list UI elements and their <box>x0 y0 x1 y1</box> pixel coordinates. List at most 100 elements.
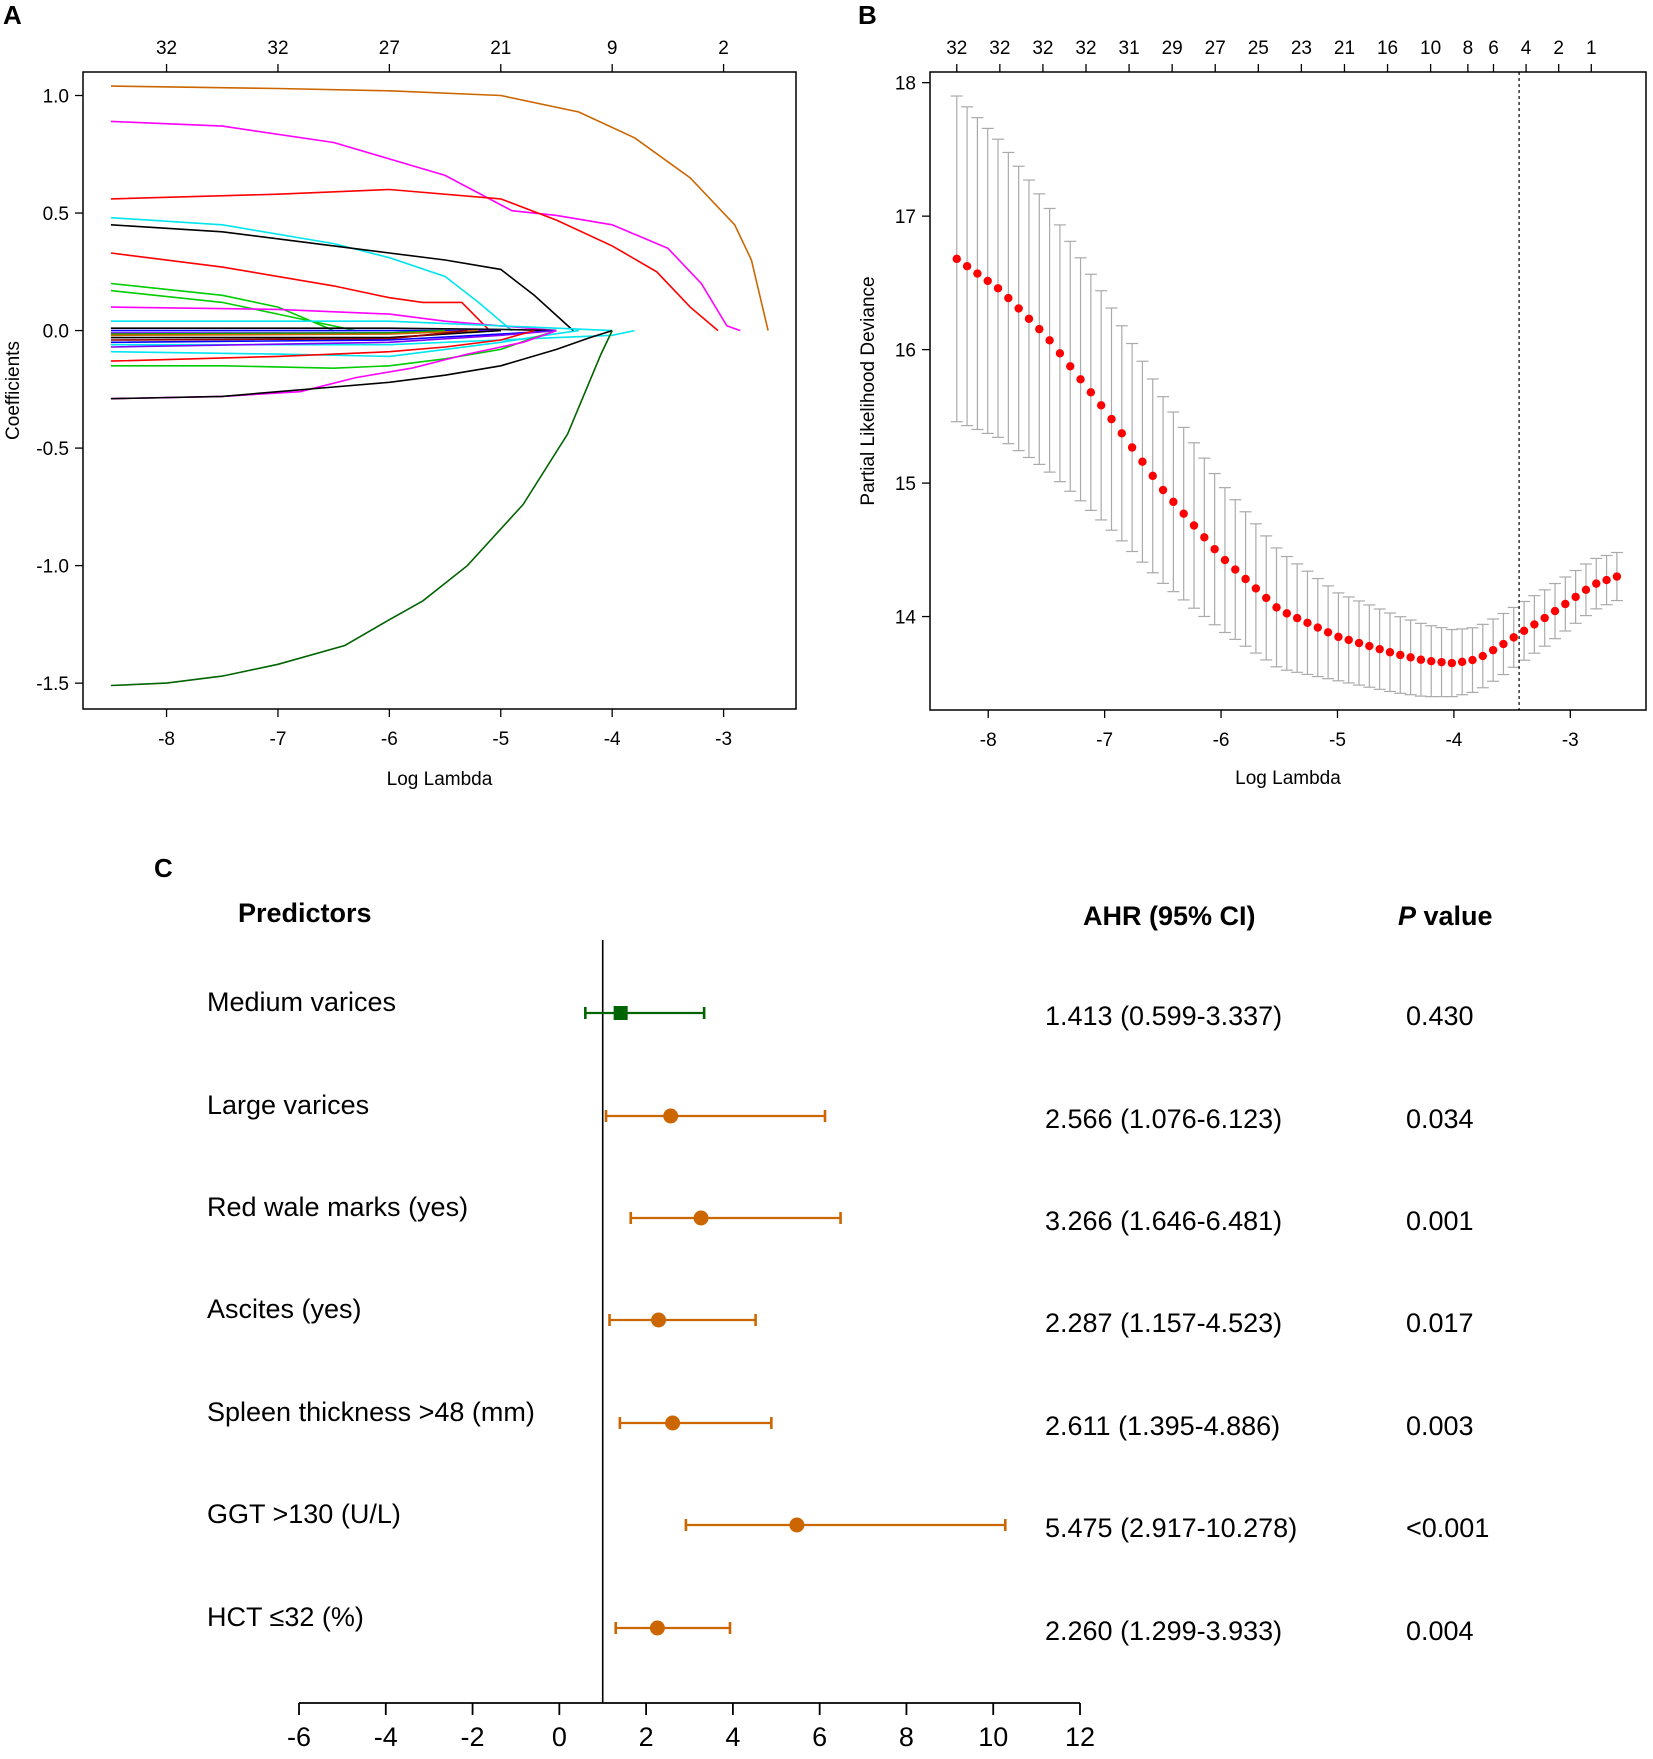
coef-path-magenta <box>110 120 741 332</box>
deviance-point <box>1210 544 1219 554</box>
predictors-header: Predictors <box>238 898 372 928</box>
top-tick-label: 32 <box>1032 38 1053 59</box>
plot-frame <box>929 71 1647 711</box>
coef-path-black2 <box>110 327 557 332</box>
deviance-point <box>1416 655 1426 664</box>
top-tick-label: 1 <box>1586 38 1597 59</box>
panel-b-letter: B <box>858 0 877 30</box>
deviance-point <box>1540 613 1549 623</box>
p-value: 0.004 <box>1406 1616 1474 1646</box>
deviance-point <box>1148 471 1157 481</box>
deviance-point <box>1045 336 1054 345</box>
deviance-point <box>1169 497 1178 507</box>
top-tick-label: 29 <box>1162 38 1183 59</box>
predictor-label: HCT ≤32 (%) <box>207 1602 364 1632</box>
deviance-point <box>1385 648 1395 657</box>
ahr-ci-value: 2.260 (1.299-3.933) <box>1045 1616 1282 1646</box>
y-axis-title: Partial Likelihood Deviance <box>858 276 879 505</box>
deviance-point <box>1282 609 1292 618</box>
ahr-marker-circle <box>649 1620 665 1636</box>
top-tick-label: 27 <box>379 38 400 59</box>
coef-path-red1 <box>110 188 719 332</box>
top-tick-label: 25 <box>1248 38 1269 59</box>
deviance-point <box>1488 645 1498 655</box>
top-tick-label: 27 <box>1205 38 1226 59</box>
top-tick-label: 6 <box>1488 38 1499 59</box>
ahr-marker-circle <box>663 1108 679 1124</box>
top-tick-label: 9 <box>607 38 618 59</box>
deviance-point <box>1602 575 1611 585</box>
deviance-point <box>1468 655 1477 665</box>
predictor-label: Spleen thickness >48 (mm) <box>207 1397 535 1427</box>
panel-c-forest-plot: Predictors AHR (95% CI) P value Medium vari… <box>207 898 1493 1752</box>
deviance-point <box>1313 623 1322 632</box>
x-tick-label: -8 <box>980 730 997 751</box>
ahr-ci-value: 2.611 (1.395-4.886) <box>1045 1411 1280 1441</box>
deviance-point <box>1406 653 1415 662</box>
ahr-marker-circle <box>665 1415 681 1431</box>
deviance-point <box>1138 457 1147 466</box>
x-tick-label: -3 <box>1562 730 1579 751</box>
predictor-label: Medium varices <box>207 987 396 1017</box>
ahr-ci-value: 3.266 (1.646-6.481) <box>1045 1206 1282 1236</box>
p-value: 0.017 <box>1406 1308 1474 1338</box>
ahr-marker-circle <box>789 1517 805 1533</box>
deviance-point <box>1158 485 1168 495</box>
ahr-marker-circle <box>651 1312 667 1328</box>
top-tick-label: 32 <box>156 38 177 59</box>
deviance-point <box>973 269 982 278</box>
ahr-ci-value: 2.287 (1.157-4.523) <box>1045 1308 1282 1338</box>
coef-path-red3 <box>110 329 535 362</box>
deviance-point <box>1014 304 1023 313</box>
coef-path-darkred1 <box>110 329 468 341</box>
p-value: 0.430 <box>1406 1001 1474 1031</box>
deviance-point <box>1365 641 1374 651</box>
ahr-ci-value: 2.566 (1.076-6.123) <box>1045 1104 1282 1134</box>
x-tick-label: -6 <box>381 729 398 750</box>
top-tick-label: 21 <box>1334 38 1355 59</box>
coef-path-cyan1 <box>110 216 513 332</box>
x-axis-title: Log Lambda <box>1235 768 1341 789</box>
deviance-point <box>1592 579 1601 588</box>
ahr-marker-square <box>613 1006 628 1020</box>
deviance-point <box>1200 533 1209 542</box>
x-tick-label: 4 <box>725 1722 740 1752</box>
deviance-point <box>1571 592 1580 602</box>
deviance-point <box>1024 314 1034 323</box>
top-tick-label: 4 <box>1521 38 1532 59</box>
deviance-point <box>1323 628 1333 637</box>
ahr-ci-value: 5.475 (2.917-10.278) <box>1045 1513 1297 1543</box>
top-tick-label: 32 <box>989 38 1010 59</box>
y-tick-label: 17 <box>895 207 916 228</box>
coef-path-brown <box>110 85 769 331</box>
coef-path-green3 <box>110 329 446 335</box>
x-tick-label: 6 <box>812 1722 827 1752</box>
deviance-point <box>993 284 1003 293</box>
deviance-point <box>1189 521 1199 530</box>
p-italic: P <box>1398 901 1417 931</box>
deviance-point <box>1107 414 1116 424</box>
top-tick-label: 2 <box>718 38 729 59</box>
top-tick-label: 10 <box>1420 38 1441 59</box>
x-tick-label: 12 <box>1065 1722 1095 1752</box>
deviance-point <box>1076 375 1085 384</box>
x-tick-label: -7 <box>1096 730 1113 751</box>
deviance-point <box>1272 603 1281 612</box>
top-tick-label: 2 <box>1553 38 1564 59</box>
top-tick-label: 32 <box>1075 38 1096 59</box>
deviance-point <box>1499 639 1508 649</box>
panel-a-coefficient-paths: -8 -7 -6 -5 -4 -3 1.0 0.5 0.0 -0.5 -1.0 -1.5 32 32 27 2… <box>3 38 797 790</box>
deviance-point <box>1220 555 1230 565</box>
deviance-point <box>952 254 961 264</box>
ahr-marker-circle <box>693 1210 709 1226</box>
top-tick-label: 23 <box>1291 38 1312 59</box>
ahr-header: AHR (95% CI) <box>1083 901 1256 931</box>
panel-a-letter: A <box>3 0 22 30</box>
p-value: 0.034 <box>1406 1104 1474 1134</box>
deviance-point <box>1066 362 1075 371</box>
y-axis-title: Coefficients <box>3 341 24 440</box>
x-tick-label: -6 <box>1213 730 1230 751</box>
x-tick-label: 8 <box>899 1722 914 1752</box>
